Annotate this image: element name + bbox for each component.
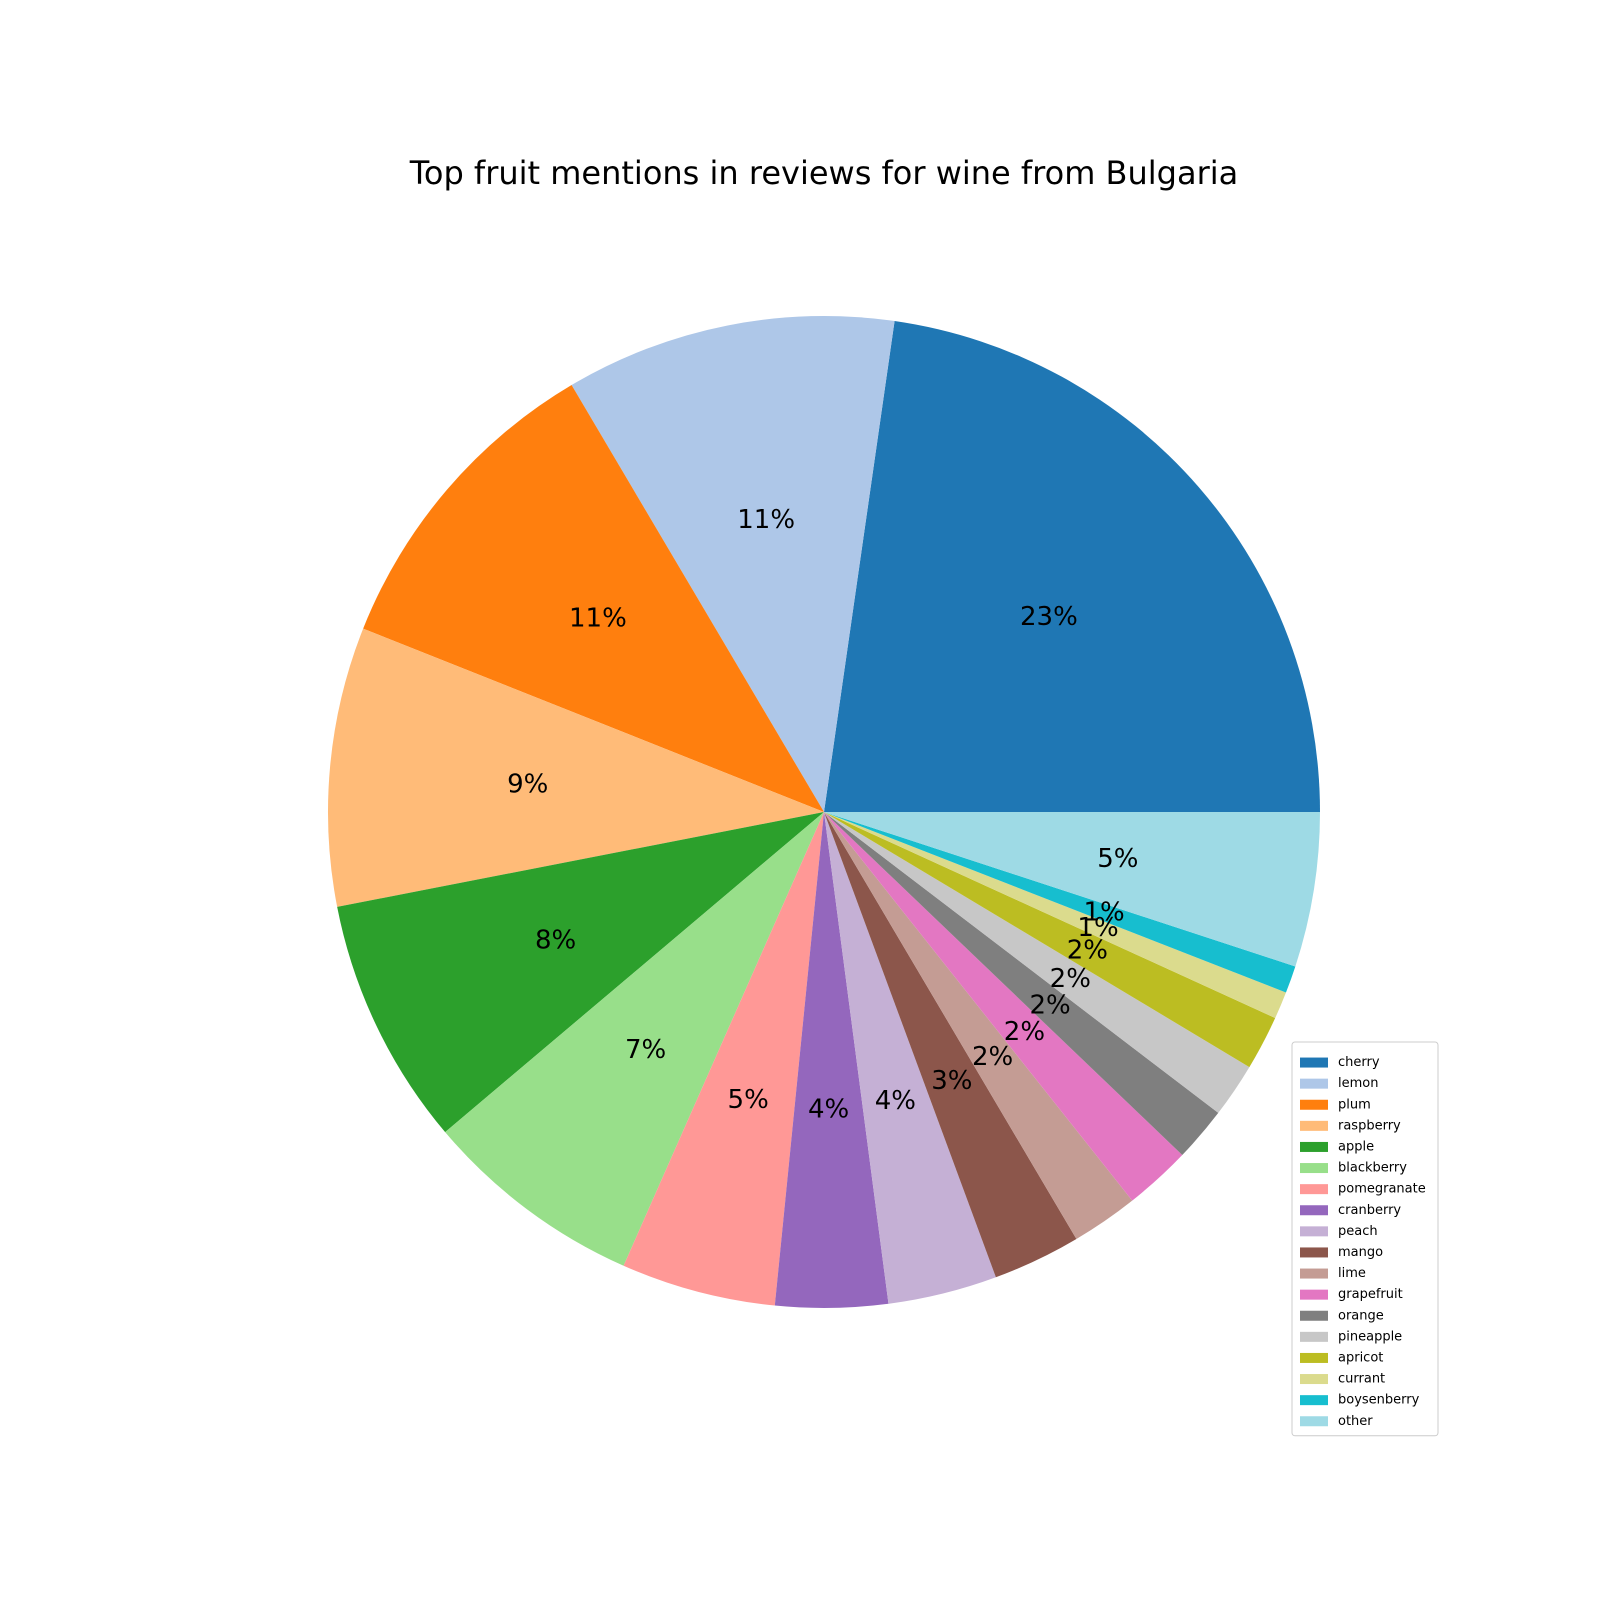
legend: cherry lemon plum raspberry apple blackberry p… — [1291, 1041, 1439, 1437]
legend-label-cherry: cherry — [1338, 1055, 1380, 1070]
legend-swatch-currant — [1300, 1374, 1328, 1385]
legend-label-grapefruit: grapefruit — [1338, 1287, 1403, 1302]
legend-label-peach: peach — [1338, 1224, 1378, 1239]
pie-slice-cranberry — [774, 812, 889, 1308]
pie-slice-currant — [824, 812, 1286, 1019]
legend-label-pomegranate: pomegranate — [1338, 1182, 1426, 1197]
pct-label-blackberry: 7% — [625, 1035, 666, 1065]
pct-label-pineapple: 2% — [1050, 964, 1091, 994]
legend-label-lemon: lemon — [1338, 1076, 1378, 1091]
legend-swatch-lime — [1300, 1268, 1328, 1279]
pie-slice-pomegranate — [623, 812, 824, 1306]
legend-swatch-mango — [1300, 1247, 1328, 1258]
legend-swatch-other — [1300, 1416, 1328, 1427]
legend-label-currant: currant — [1338, 1372, 1385, 1387]
legend-swatch-peach — [1300, 1226, 1328, 1237]
legend-label-raspberry: raspberry — [1338, 1118, 1401, 1133]
pct-label-cranberry: 4% — [808, 1095, 849, 1125]
pie-slice-raspberry — [327, 628, 824, 907]
legend-swatch-plum — [1300, 1099, 1328, 1110]
legend-label-blackberry: blackberry — [1338, 1161, 1407, 1176]
pie-slice-pineapple — [824, 812, 1250, 1113]
pie-slice-orange — [824, 812, 1219, 1156]
pie-slice-grapefruit — [824, 812, 1183, 1201]
legend-label-orange: orange — [1338, 1308, 1384, 1323]
legend-label-apple: apple — [1338, 1139, 1374, 1154]
pct-label-pomegranate: 5% — [728, 1085, 769, 1115]
pct-label-peach: 4% — [875, 1086, 916, 1116]
legend-label-other: other — [1338, 1414, 1373, 1429]
pct-label-orange: 2% — [1029, 990, 1070, 1020]
legend-label-mango: mango — [1338, 1245, 1383, 1260]
percentage-labels: 23%11%11%9%8%7%5% 4% 4%3%2%2%2%2%2%1%1%5% — [507, 505, 1138, 1124]
pct-label-grapefruit: 2% — [1004, 1017, 1045, 1047]
legend-label-lime: lime — [1338, 1266, 1366, 1281]
legend-swatch-pineapple — [1300, 1331, 1328, 1342]
legend-frame — [1291, 1041, 1439, 1437]
pct-label-other: 5% — [1097, 844, 1138, 874]
pie-slice-plum — [363, 385, 824, 812]
pct-label-apricot: 2% — [1067, 936, 1108, 966]
pie-slice-cherry — [824, 321, 1320, 812]
legend-swatch-blackberry — [1300, 1163, 1328, 1174]
pie-slice-boysenberry — [824, 812, 1296, 993]
pie-slice-peach — [824, 812, 996, 1304]
pct-label-plum: 11% — [569, 604, 627, 634]
pct-label-lemon: 11% — [737, 505, 795, 535]
pie-slice-lemon — [571, 315, 895, 812]
legend-swatch-grapefruit — [1300, 1289, 1328, 1300]
pct-label-mango: 3% — [931, 1066, 972, 1096]
legend-swatch-apple — [1300, 1141, 1328, 1152]
legend-label-apricot: apricot — [1338, 1350, 1383, 1365]
pie-slice-mango — [824, 812, 1077, 1278]
legend-swatch-apricot — [1300, 1352, 1328, 1363]
pie-slice-apple — [337, 812, 824, 1133]
pct-label-cherry: 23% — [1020, 602, 1078, 632]
legend-label-plum: plum — [1338, 1097, 1371, 1112]
pie-slice-other — [824, 812, 1320, 967]
pie-slice-apricot — [824, 812, 1276, 1068]
legend-label-pineapple: pineapple — [1338, 1329, 1402, 1344]
pie-slice-lime — [824, 812, 1133, 1239]
legend-swatch-pomegranate — [1300, 1184, 1328, 1195]
legend-swatch-cherry — [1300, 1057, 1328, 1068]
legend-label-boysenberry: boysenberry — [1338, 1393, 1420, 1408]
legend-swatch-cranberry — [1300, 1205, 1328, 1216]
pct-label-boysenberry: 1% — [1083, 898, 1124, 928]
pct-label-lime: 2% — [972, 1042, 1013, 1072]
pie-slice-blackberry — [445, 812, 824, 1266]
pct-label-raspberry: 9% — [507, 769, 548, 799]
legend-swatch-boysenberry — [1300, 1395, 1328, 1406]
pct-label-currant: 1% — [1077, 913, 1118, 943]
legend-swatch-lemon — [1300, 1078, 1328, 1089]
legend-swatch-raspberry — [1300, 1120, 1328, 1131]
pie-slices — [327, 315, 1320, 1308]
chart-title: Top fruit mentions in reviews for wine f… — [409, 154, 1239, 192]
legend-label-cranberry: cranberry — [1338, 1203, 1401, 1218]
legend-swatch-orange — [1300, 1310, 1328, 1321]
pct-label-apple: 8% — [535, 926, 576, 956]
